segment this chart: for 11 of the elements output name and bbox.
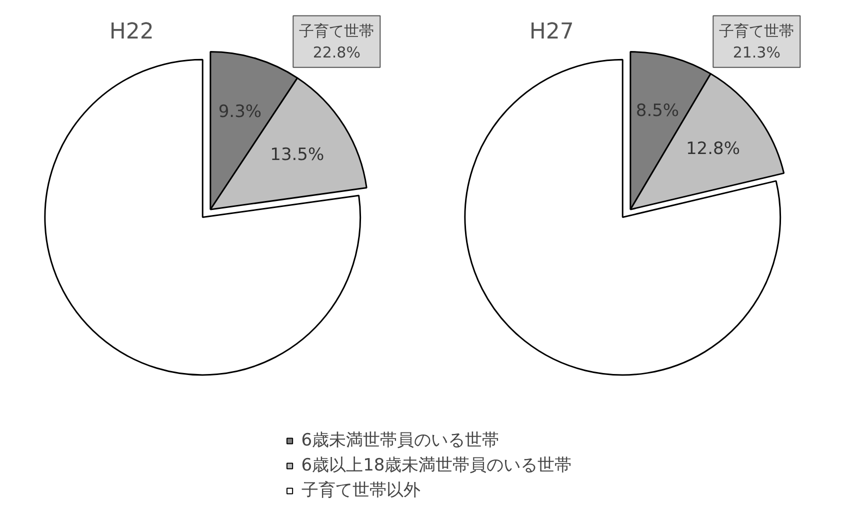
legend-label: 子育て世帯以外 (301, 480, 420, 502)
chart-title: H27 (529, 20, 574, 45)
data-label: 12.8% (686, 139, 740, 160)
legend-label: 6歳以上18歳未満世帯員のいる世帯 (301, 454, 572, 476)
text: 子育て世帯 22.8% (299, 22, 374, 62)
text: 子育て世帯 21.3% (719, 22, 794, 62)
data-label: 8.5% (636, 101, 680, 122)
chart-title: H22 (109, 20, 154, 45)
data-label: 13.5% (270, 145, 324, 166)
data-label: 9.3% (218, 102, 262, 122)
legend-label: 6歳未満世帯員のいる世帯 (301, 430, 500, 452)
